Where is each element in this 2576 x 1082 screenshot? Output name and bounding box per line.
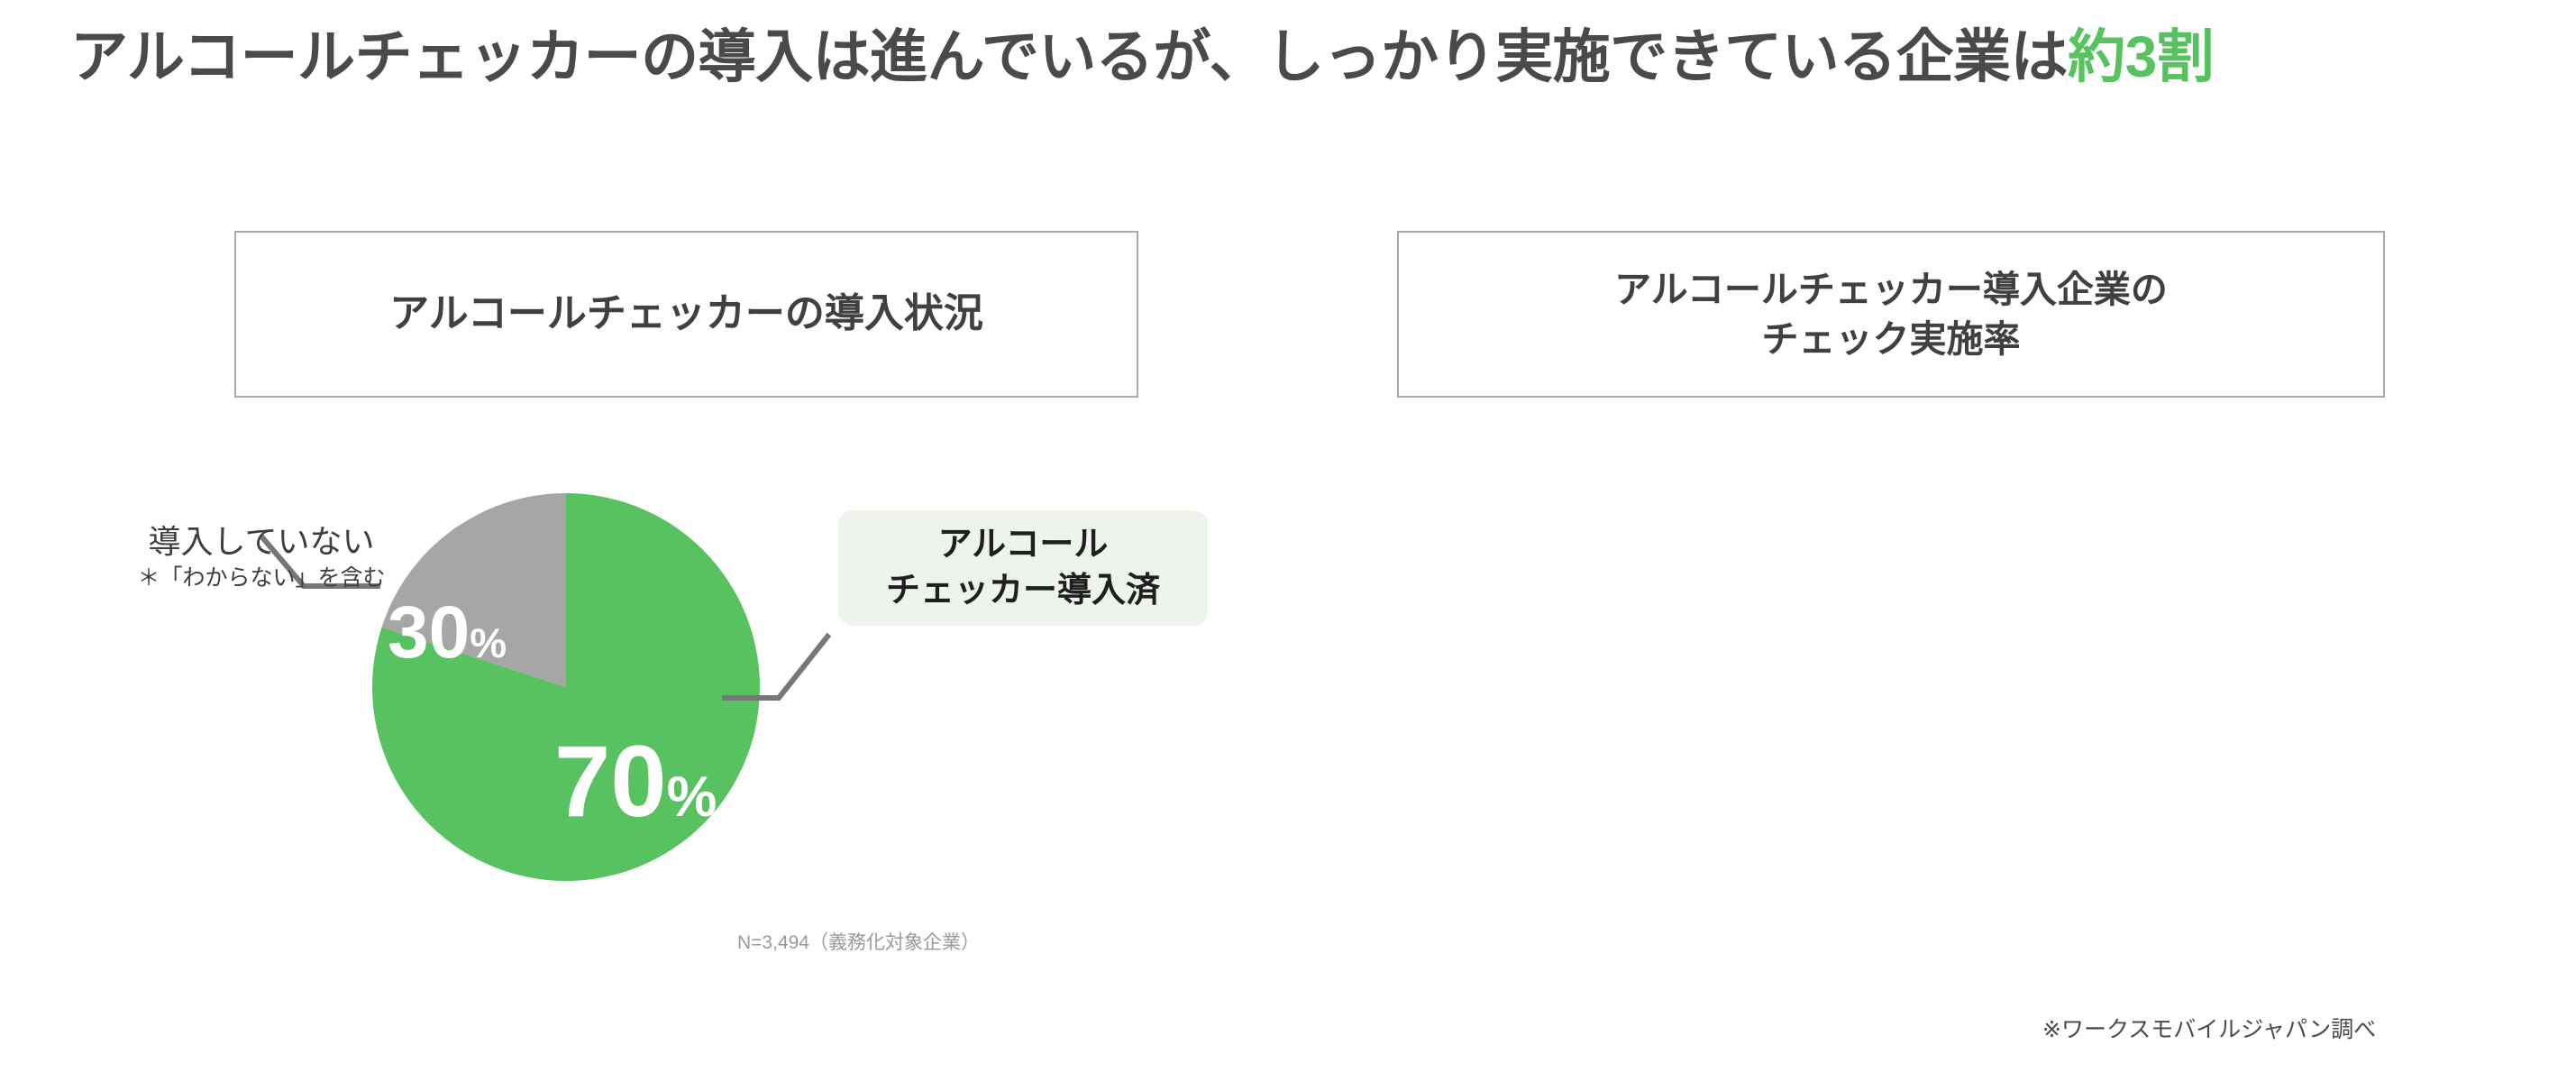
left-callout-line1: アルコール	[937, 526, 1109, 564]
source-note: ※ワークスモバイルジャパン調べ	[2042, 1017, 2377, 1042]
left-label-not-introduced: 導入していない ＊「わからない」を含む	[126, 521, 397, 592]
page-title-accent: 約3割	[2068, 24, 2215, 89]
left-label-not-introduced-line1: 導入していない	[148, 523, 375, 560]
left-value-green-number: 70	[554, 725, 667, 838]
page-title-main: アルコールチェッカーの導入は進んでいるが、しっかり実施できている企業は	[70, 24, 2069, 89]
right-value-green: 32%	[1592, 563, 1731, 649]
left-value-gray-number: 30	[388, 591, 470, 674]
left-value-gray-percent: %	[470, 619, 507, 666]
left-leader-line-gray	[258, 533, 380, 589]
left-callout-introduced: アルコール チェッカー導入済	[838, 510, 1208, 626]
left-callout-line2: チェッカー導入済	[885, 572, 1160, 610]
left-chart-title: アルコールチェッカーの導入状況	[389, 291, 983, 336]
right-value-green-percent: %	[1687, 591, 1731, 646]
left-value-green-percent: %	[666, 766, 717, 829]
right-value-green-number: 32	[1592, 557, 1688, 654]
left-pie-slice-gray	[381, 493, 566, 687]
left-chart-title-box: アルコールチェッカーの導入状況	[234, 231, 1138, 398]
left-pie-svg	[371, 493, 760, 881]
left-value-green: 70%	[554, 731, 717, 832]
page-title: アルコールチェッカーの導入は進んでいるが、しっかり実施できている企業は約3割	[70, 23, 2540, 92]
left-pie-chart	[258, 462, 832, 912]
left-pie-slice-green	[371, 493, 760, 881]
left-leader-line-green	[722, 632, 832, 701]
left-footnote: N=3,494（義務化対象企業）	[737, 932, 980, 953]
right-chart-title-line1: アルコールチェッカー導入企業の	[1614, 268, 2168, 310]
right-chart-title-line2: チェック実施率	[1761, 317, 2021, 360]
left-value-gray: 30%	[388, 596, 507, 670]
right-chart-title-box: アルコールチェッカー導入企業の チェック実施率	[1397, 231, 2385, 398]
left-label-not-introduced-line2: ＊「わからない」を含む	[137, 564, 386, 591]
